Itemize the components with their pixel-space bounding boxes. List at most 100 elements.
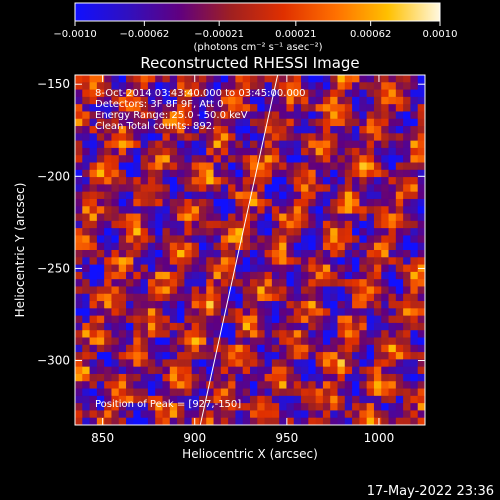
heatmap-cell bbox=[395, 75, 404, 83]
heatmap-cell bbox=[403, 118, 411, 127]
heatmap-cell bbox=[184, 403, 193, 411]
annotation-line: Detectors: 3F 8F 9F, Att 0 bbox=[95, 99, 223, 110]
heatmap-cell bbox=[126, 191, 134, 200]
heatmap-cell bbox=[257, 177, 266, 185]
heatmap-cell bbox=[373, 235, 382, 244]
heatmap-cell bbox=[75, 82, 83, 91]
heatmap-cell bbox=[198, 250, 207, 258]
heatmap-cell bbox=[250, 169, 258, 178]
heatmap-cell bbox=[213, 162, 222, 171]
heatmap-cell bbox=[293, 198, 302, 207]
heatmap-cell bbox=[133, 235, 142, 244]
heatmap-cell bbox=[155, 133, 163, 142]
heatmap-cell bbox=[228, 82, 236, 91]
heatmap-cell bbox=[271, 344, 280, 353]
heatmap-cell bbox=[191, 322, 200, 331]
heatmap-cell bbox=[293, 75, 302, 83]
heatmap-cell bbox=[162, 301, 171, 309]
heatmap-cell bbox=[220, 213, 229, 222]
heatmap-cell bbox=[250, 147, 258, 156]
heatmap-cell bbox=[220, 373, 229, 382]
heatmap-cell bbox=[133, 417, 142, 425]
heatmap-cell bbox=[235, 162, 244, 171]
heatmap-cell bbox=[315, 315, 324, 324]
heatmap-cell bbox=[213, 352, 222, 360]
heatmap-cell bbox=[147, 191, 156, 200]
heatmap-cell bbox=[410, 89, 419, 98]
heatmap-cell bbox=[126, 388, 134, 397]
heatmap-cell bbox=[242, 337, 251, 346]
heatmap-cell bbox=[322, 330, 331, 338]
heatmap-cell bbox=[228, 395, 236, 404]
heatmap-cell bbox=[162, 96, 171, 105]
heatmap-cell bbox=[177, 235, 185, 244]
heatmap-cell bbox=[257, 250, 266, 258]
heatmap-cell bbox=[315, 191, 324, 200]
heatmap-cell bbox=[184, 228, 193, 236]
heatmap-cell bbox=[395, 184, 404, 193]
heatmap-cell bbox=[104, 359, 112, 368]
heatmap-cell bbox=[395, 133, 404, 142]
heatmap-cell bbox=[293, 89, 302, 98]
heatmap-cell bbox=[337, 315, 346, 324]
heatmap-cell bbox=[104, 177, 112, 185]
heatmap-cell bbox=[359, 271, 368, 280]
heatmap-cell bbox=[140, 133, 149, 142]
heatmap-cell bbox=[308, 279, 317, 287]
heatmap-cell bbox=[403, 126, 411, 134]
heatmap-cell bbox=[169, 293, 178, 302]
heatmap-cell bbox=[279, 191, 287, 200]
heatmap-cell bbox=[264, 96, 273, 105]
heatmap-cell bbox=[118, 301, 127, 309]
heatmap-cell bbox=[337, 301, 346, 309]
heatmap-cell bbox=[133, 337, 142, 346]
heatmap-cell bbox=[220, 257, 229, 266]
heatmap-cell bbox=[169, 264, 178, 273]
heatmap-cell bbox=[111, 133, 120, 142]
heatmap-cell bbox=[177, 213, 185, 222]
heatmap-cell bbox=[373, 315, 382, 324]
heatmap-cell bbox=[279, 264, 287, 273]
heatmap-cell bbox=[140, 198, 149, 207]
heatmap-cell bbox=[352, 75, 360, 83]
heatmap-cell bbox=[184, 286, 193, 295]
heatmap-cell bbox=[96, 366, 105, 375]
heatmap-cell bbox=[308, 417, 317, 425]
heatmap-cell bbox=[177, 293, 185, 302]
heatmap-cell bbox=[126, 96, 134, 105]
heatmap-cell bbox=[162, 169, 171, 178]
heatmap-cell bbox=[96, 352, 105, 360]
heatmap-cell bbox=[228, 126, 236, 134]
heatmap-cell bbox=[257, 388, 266, 397]
heatmap-cell bbox=[147, 162, 156, 171]
heatmap-cell bbox=[235, 133, 244, 142]
heatmap-cell bbox=[89, 75, 98, 83]
heatmap-cell bbox=[366, 293, 375, 302]
heatmap-cell bbox=[198, 293, 207, 302]
heatmap-cell bbox=[403, 352, 411, 360]
heatmap-cell bbox=[257, 330, 266, 338]
heatmap-cell bbox=[126, 286, 134, 295]
heatmap-cell bbox=[279, 162, 287, 171]
heatmap-cell bbox=[359, 293, 368, 302]
heatmap-cell bbox=[322, 403, 331, 411]
heatmap-cell bbox=[264, 395, 273, 404]
heatmap-cell bbox=[403, 242, 411, 251]
heatmap-cell bbox=[373, 286, 382, 295]
heatmap-cell bbox=[126, 395, 134, 404]
heatmap-cell bbox=[235, 198, 244, 207]
heatmap-cell bbox=[381, 417, 390, 425]
heatmap-cell bbox=[388, 366, 397, 375]
heatmap-cell bbox=[162, 242, 171, 251]
heatmap-cell bbox=[104, 271, 112, 280]
heatmap-cell bbox=[381, 104, 390, 112]
heatmap-cell bbox=[257, 242, 266, 251]
heatmap-cell bbox=[191, 271, 200, 280]
heatmap-cell bbox=[264, 410, 273, 419]
heatmap-cell bbox=[293, 162, 302, 171]
heatmap-cell bbox=[301, 352, 309, 360]
heatmap-cell bbox=[250, 301, 258, 309]
heatmap-cell bbox=[366, 228, 375, 236]
heatmap-cell bbox=[220, 286, 229, 295]
heatmap-cell bbox=[235, 293, 244, 302]
